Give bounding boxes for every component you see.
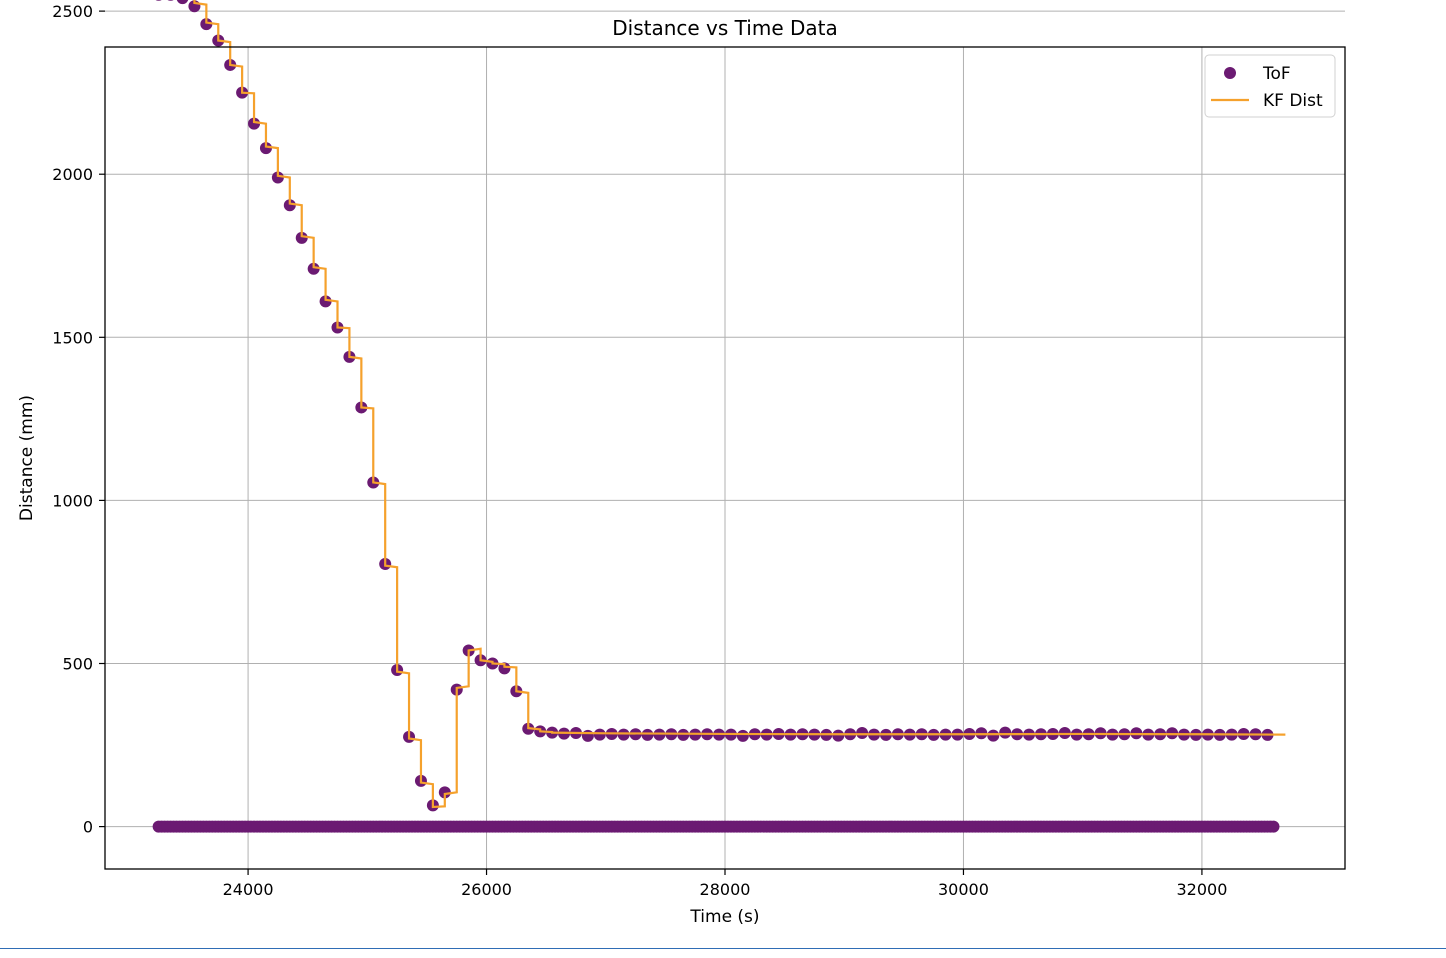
tof-point [259,142,272,155]
grid-layer [105,10,1345,869]
tof-point [999,726,1012,739]
y-axis-label: Distance (mm) [17,395,37,521]
tof-point [176,0,189,5]
tof-point [856,726,869,739]
chart-title: Distance vs Time Data [612,16,837,40]
tof-point [736,729,749,742]
tof-zero-band [152,820,1280,833]
tick-layer: 24000 26000 28000 30000 32000 0 500 1000 1500 200… [52,2,1227,899]
y-tick-label: 1000 [52,491,93,510]
tof-point [498,662,511,675]
legend-box [1204,54,1336,118]
x-tick-label: 32000 [1176,880,1227,899]
tof-point [200,18,213,31]
y-tick-label: 0 [83,818,93,837]
tof-point [307,262,320,275]
tof-point [987,729,1000,742]
tof-point [832,729,845,742]
legend-tof-label: ToF [1262,64,1291,84]
y-tick-label: 2500 [52,2,93,21]
legend-tof-marker [1224,67,1236,79]
x-tick-label: 30000 [938,880,989,899]
tof-point [581,729,594,742]
y-tick-label: 1500 [52,328,93,347]
tof-point [677,728,690,741]
x-tick-label: 26000 [461,880,512,899]
tof-point [283,199,296,212]
series-layer [152,0,1286,833]
x-tick-label: 28000 [700,880,751,899]
bottom-separator [0,948,1446,949]
x-axis-label: Time (s) [689,907,759,927]
tof-point [593,728,606,741]
tof-point [248,117,261,130]
tof-point [1267,820,1280,833]
tof-point [641,728,654,741]
y-tick-label: 500 [62,655,93,674]
tof-point [438,786,451,799]
tof-point [295,231,308,244]
plot-frame [104,46,1346,870]
x-tick-label: 24000 [223,880,274,899]
tof-point [155,0,162,1]
tof-point [319,295,332,308]
tof-point [617,728,630,741]
legend-kf-label: KF Dist [1263,91,1323,111]
y-tick-label: 2000 [52,165,93,184]
kf-dist-line [193,0,1286,809]
tof-point [167,0,174,1]
legend: ToF KF Dist [1204,54,1336,118]
tof-point [271,171,284,184]
